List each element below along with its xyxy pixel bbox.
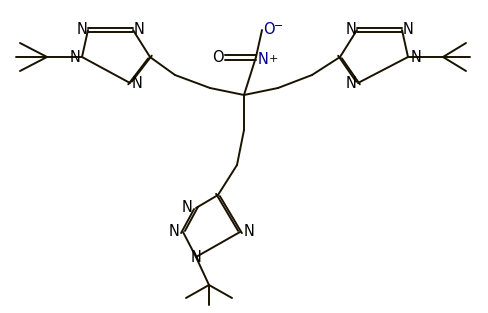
Text: O: O — [263, 22, 275, 37]
Text: N: N — [346, 22, 356, 37]
Text: +: + — [268, 54, 278, 64]
Text: N: N — [132, 76, 142, 91]
Text: N: N — [346, 76, 356, 91]
Text: N: N — [258, 52, 268, 66]
Text: N: N — [70, 50, 81, 65]
Text: O: O — [212, 49, 224, 64]
Text: N: N — [410, 50, 422, 65]
Text: N: N — [182, 201, 192, 215]
Text: N: N — [134, 22, 144, 37]
Text: N: N — [190, 250, 202, 265]
Text: N: N — [168, 224, 180, 239]
Text: N: N — [403, 22, 413, 37]
Text: N: N — [244, 224, 254, 239]
Text: N: N — [77, 22, 87, 37]
Text: −: − — [274, 21, 284, 31]
